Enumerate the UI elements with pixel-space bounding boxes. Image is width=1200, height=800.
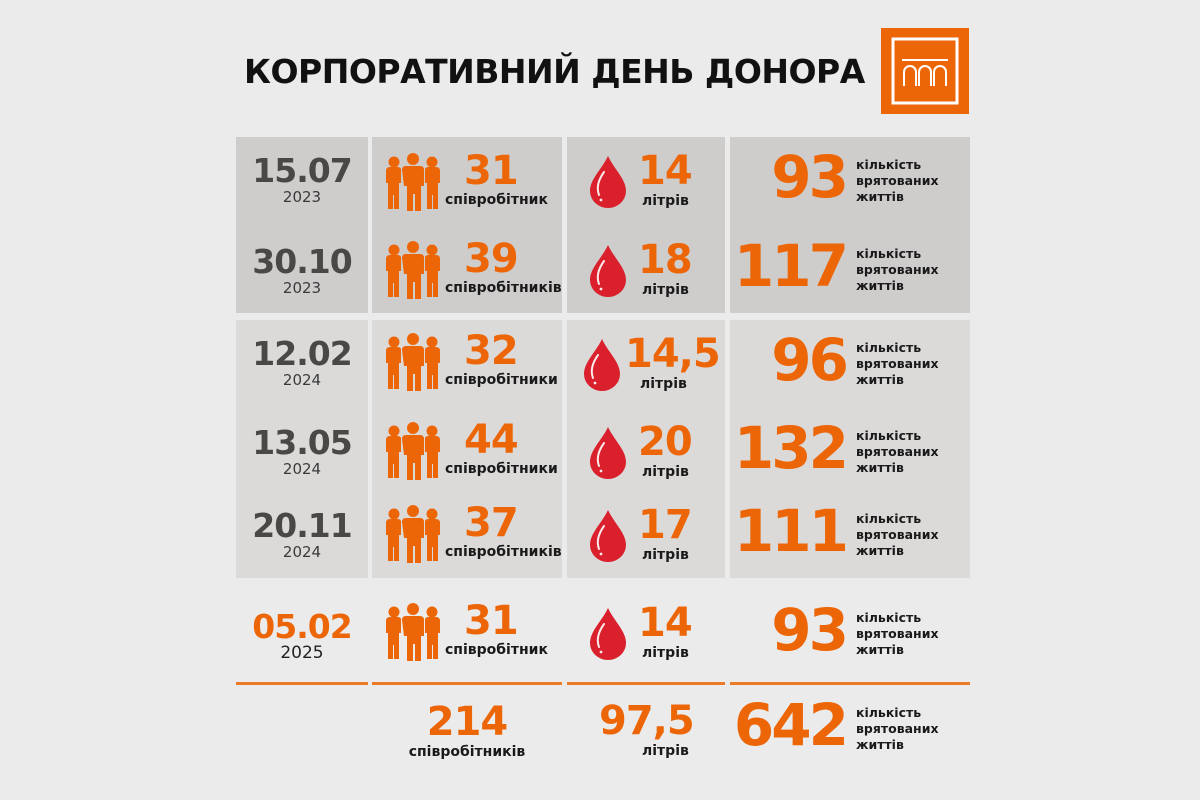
people-group-icon (384, 603, 442, 661)
event-year: 2025 (280, 643, 324, 663)
divider-liters (567, 682, 725, 685)
liters-count: 20 (638, 419, 693, 465)
employees-label: співробітники (445, 461, 558, 477)
employees-label: співробітник (445, 192, 548, 208)
blood-drop-icon (588, 155, 628, 209)
event-date: 05.02 (252, 607, 352, 646)
event-date: 12.02 (252, 334, 352, 373)
liters-count: 18 (638, 237, 693, 283)
panel-2023-dates (236, 137, 368, 313)
liters-count: 17 (638, 502, 693, 548)
panel-2024-lives (730, 320, 970, 578)
event-date: 30.10 (252, 242, 352, 281)
panel-2023-lives (730, 137, 970, 313)
total-employees: 214 (426, 699, 509, 745)
people-group-icon (384, 422, 442, 480)
lives-label: кількість врятованих життів (856, 511, 939, 558)
event-date: 13.05 (252, 423, 352, 462)
employees-count: 31 (464, 148, 519, 194)
total-liters-label: літрів (642, 743, 689, 759)
divider-dates (236, 682, 368, 685)
employees-label: співробітників (445, 280, 562, 296)
panel-2023-employees (372, 137, 562, 313)
liters-label: літрів (640, 376, 687, 392)
liters-label: літрів (642, 282, 689, 298)
liters-label: літрів (642, 645, 689, 661)
blood-drop-icon (588, 509, 628, 563)
event-date: 20.11 (252, 506, 352, 545)
lives-count: 117 (733, 232, 849, 300)
employees-count: 39 (464, 236, 519, 282)
lives-label: кількість врятованих життів (856, 246, 939, 293)
lives-label: кількість врятованих життів (856, 705, 939, 752)
event-year: 2023 (282, 279, 322, 297)
bank-arch-logo-icon (881, 28, 969, 114)
people-group-icon (384, 333, 442, 391)
lives-label: кількість врятованих життів (856, 428, 939, 475)
liters-label: літрів (642, 464, 689, 480)
employees-label: співробітники (445, 372, 558, 388)
divider-employees (372, 682, 562, 685)
lives-count: 132 (733, 414, 849, 482)
event-date: 15.07 (252, 151, 352, 190)
total-lives: 642 (733, 691, 849, 759)
blood-drop-icon (588, 244, 628, 298)
blood-drop-icon (588, 426, 628, 480)
liters-count: 14 (638, 148, 693, 194)
panel-2024-dates (236, 320, 368, 578)
liters-label: літрів (642, 193, 689, 209)
lives-count: 93 (771, 143, 849, 211)
lives-label: кількість врятованих життів (856, 340, 939, 387)
liters-count: 14,5 (625, 331, 721, 377)
liters-count: 14 (638, 600, 693, 646)
lives-label: кількість врятованих життів (856, 157, 939, 204)
lives-count: 93 (771, 596, 849, 664)
event-year: 2024 (282, 371, 322, 389)
people-group-icon (384, 241, 442, 299)
blood-drop-icon (582, 338, 622, 392)
lives-count: 111 (733, 497, 849, 565)
employees-label: співробітників (445, 544, 562, 560)
employees-count: 44 (464, 417, 519, 463)
liters-label: літрів (642, 547, 689, 563)
employees-count: 32 (464, 328, 519, 374)
page-title: КОРПОРАТИВНИЙ ДЕНЬ ДОНОРА (244, 52, 865, 91)
event-year: 2024 (282, 460, 322, 478)
people-group-icon (384, 153, 442, 211)
event-year: 2023 (282, 188, 322, 206)
employees-count: 31 (464, 598, 519, 644)
lives-count: 96 (771, 326, 849, 394)
employees-count: 37 (464, 500, 519, 546)
total-employees-label: співробітників (408, 744, 526, 760)
total-liters: 97,5 (599, 698, 695, 744)
lives-label: кількість врятованих життів (856, 610, 939, 657)
event-year: 2024 (282, 543, 322, 561)
blood-drop-icon (588, 607, 628, 661)
employees-label: співробітник (445, 642, 548, 658)
divider-lives (730, 682, 970, 685)
people-group-icon (384, 505, 442, 563)
